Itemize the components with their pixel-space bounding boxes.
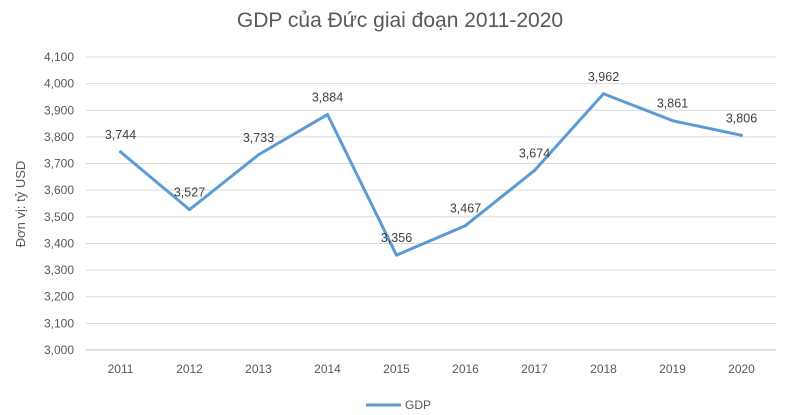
x-tick-label: 2014 [314, 362, 341, 376]
y-tick-label: 3,800 [44, 130, 74, 144]
x-axis-ticks: 2011 2012 2013 2014 2015 2016 2017 2018 2019 2020 [108, 362, 756, 376]
y-tick-label: 3,000 [44, 343, 74, 357]
data-label: 3,527 [174, 186, 205, 200]
data-point [671, 119, 674, 123]
data-label: 3,962 [588, 70, 619, 84]
data-label: 3,806 [726, 111, 757, 125]
data-point [464, 224, 467, 228]
x-tick-label: 2019 [659, 362, 686, 376]
series-line-gdp [119, 92, 743, 257]
y-tick-label: 3,100 [44, 316, 74, 330]
data-point [188, 208, 191, 212]
data-point [257, 153, 260, 157]
y-tick-label: 3,400 [44, 236, 74, 250]
x-tick-label: 2013 [245, 362, 272, 376]
data-labels: 3,744 3,527 3,733 3,884 3,356 3,467 3,674 3,962… [105, 70, 757, 245]
legend: GDP [366, 398, 431, 412]
y-tick-label: 4,000 [44, 77, 74, 91]
y-tick-label: 4,100 [44, 50, 74, 64]
chart-title: GDP của Đức giai đoạn 2011-2020 [237, 9, 563, 32]
y-axis-ticks: 3,000 3,100 3,200 3,300 3,400 3,500 3,600 3,700… [44, 50, 74, 357]
data-point [395, 253, 398, 257]
x-tick-label: 2020 [728, 362, 755, 376]
x-tick-label: 2012 [176, 362, 203, 376]
data-label: 3,744 [105, 128, 136, 142]
y-axis-title: Đơn vị: tỷ USD [13, 161, 28, 248]
data-point [740, 133, 743, 137]
y-tick-label: 3,900 [44, 103, 74, 117]
data-point [533, 168, 536, 172]
x-tick-label: 2018 [590, 362, 617, 376]
x-tick-label: 2017 [521, 362, 548, 376]
series-group [119, 92, 743, 257]
y-tick-label: 3,600 [44, 183, 74, 197]
data-label: 3,356 [381, 231, 412, 245]
data-label: 3,467 [450, 202, 481, 216]
y-tick-label: 3,500 [44, 210, 74, 224]
y-tick-label: 3,300 [44, 263, 74, 277]
x-tick-label: 2011 [108, 362, 134, 376]
x-tick-label: 2016 [452, 362, 479, 376]
y-tick-label: 3,700 [44, 157, 74, 171]
x-tick-label: 2015 [383, 362, 410, 376]
data-point [326, 113, 329, 117]
legend-label-gdp: GDP [405, 398, 431, 412]
data-label: 3,884 [312, 91, 343, 105]
data-label: 3,861 [657, 97, 688, 111]
data-label: 3,733 [243, 131, 274, 145]
data-point [602, 92, 605, 96]
data-label: 3,674 [519, 146, 550, 160]
gridlines [86, 56, 776, 351]
y-tick-label: 3,200 [44, 290, 74, 304]
data-point [119, 150, 122, 154]
